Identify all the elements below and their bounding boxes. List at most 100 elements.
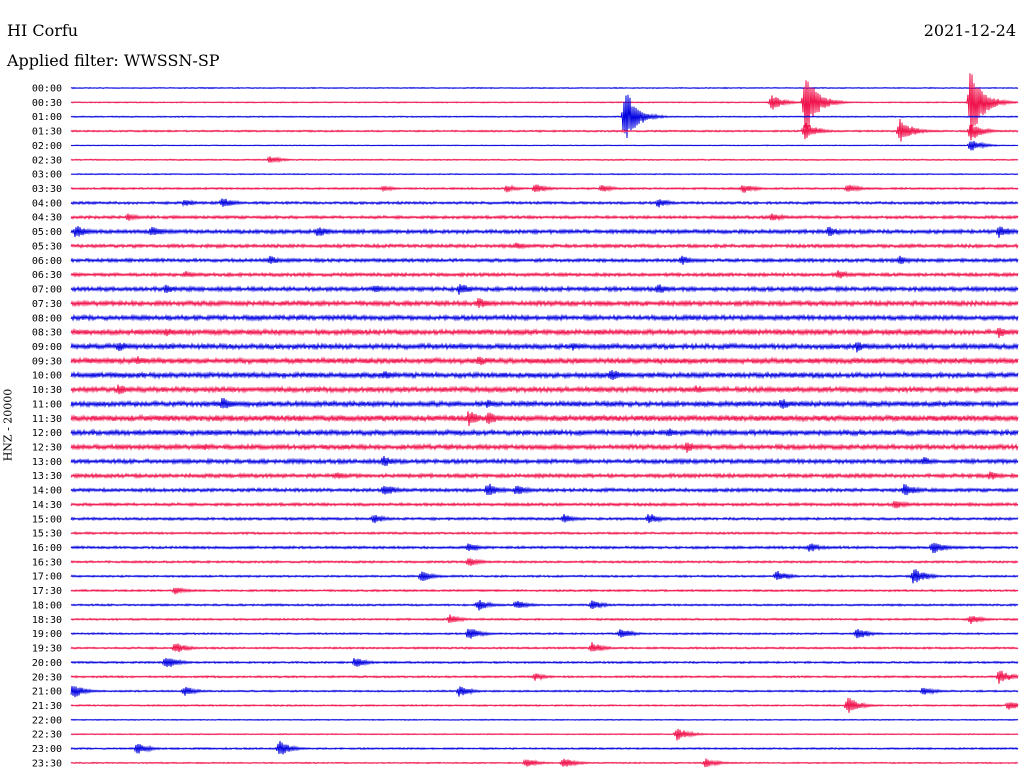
time-label: 02:30 bbox=[32, 155, 62, 166]
time-label: 06:00 bbox=[32, 256, 62, 267]
trace-line bbox=[70, 558, 1019, 566]
trace-line bbox=[70, 686, 1019, 698]
time-label: 03:00 bbox=[32, 170, 62, 181]
time-label: 02:00 bbox=[32, 141, 62, 152]
trace-line bbox=[70, 455, 1019, 467]
trace-line bbox=[70, 213, 1019, 222]
time-label: 10:30 bbox=[32, 385, 62, 396]
trace-line bbox=[70, 398, 1019, 409]
time-label: 15:30 bbox=[32, 529, 62, 540]
time-label: 23:30 bbox=[32, 758, 62, 769]
trace-line bbox=[70, 471, 1019, 480]
trace-line bbox=[70, 356, 1019, 366]
trace-line bbox=[70, 587, 1019, 595]
trace-line bbox=[70, 384, 1019, 395]
traces bbox=[70, 73, 1019, 768]
trace-line bbox=[70, 342, 1019, 353]
trace-line bbox=[70, 614, 1019, 624]
time-label: 21:30 bbox=[32, 701, 62, 712]
trace-line bbox=[70, 531, 1019, 536]
trace-line bbox=[70, 728, 1019, 741]
time-label: 05:30 bbox=[32, 242, 62, 253]
trace-line bbox=[70, 483, 1019, 496]
time-label: 12:30 bbox=[32, 443, 62, 454]
time-label: 19:00 bbox=[32, 629, 62, 640]
time-label: 16:30 bbox=[32, 557, 62, 568]
trace-line bbox=[70, 657, 1019, 667]
time-label: 17:00 bbox=[32, 572, 62, 583]
time-label: 23:00 bbox=[32, 744, 62, 755]
trace-line bbox=[70, 184, 1019, 193]
trace-line bbox=[70, 242, 1019, 250]
trace-line bbox=[70, 741, 1019, 755]
time-label: 17:30 bbox=[32, 586, 62, 597]
trace-line bbox=[70, 514, 1019, 524]
trace-line bbox=[70, 284, 1019, 295]
time-label: 04:00 bbox=[32, 198, 62, 209]
trace-line bbox=[70, 73, 1019, 134]
time-label: 16:00 bbox=[32, 543, 62, 554]
time-label: 07:00 bbox=[32, 285, 62, 296]
time-label: 00:30 bbox=[32, 98, 62, 109]
trace-line bbox=[70, 670, 1019, 684]
time-label: 21:00 bbox=[32, 687, 62, 698]
time-label: 12:00 bbox=[32, 428, 62, 439]
time-label: 22:30 bbox=[32, 730, 62, 741]
trace-line bbox=[70, 313, 1019, 322]
time-label: 00:00 bbox=[32, 84, 62, 95]
trace-line bbox=[70, 255, 1019, 265]
time-label: 18:30 bbox=[32, 615, 62, 626]
trace-line bbox=[70, 156, 1019, 164]
time-label: 20:00 bbox=[32, 658, 62, 669]
time-label: 15:00 bbox=[32, 514, 62, 525]
time-label: 13:30 bbox=[32, 471, 62, 482]
trace-line bbox=[70, 718, 1019, 722]
record-date: 2021-12-24 bbox=[923, 21, 1016, 40]
time-label: 22:00 bbox=[32, 715, 62, 726]
trace-line bbox=[70, 442, 1019, 453]
trace-line bbox=[70, 569, 1019, 584]
time-label: 07:30 bbox=[32, 299, 62, 310]
time-label: 09:30 bbox=[32, 356, 62, 367]
trace-line bbox=[70, 411, 1019, 427]
time-label: 11:30 bbox=[32, 414, 62, 425]
trace-line bbox=[70, 270, 1019, 279]
trace-line bbox=[70, 86, 1019, 90]
trace-line bbox=[70, 542, 1019, 553]
time-label: 11:00 bbox=[32, 399, 62, 410]
time-label: 13:00 bbox=[32, 457, 62, 468]
trace-line bbox=[70, 428, 1019, 437]
trace-line bbox=[70, 141, 1019, 151]
trace-line bbox=[70, 500, 1019, 509]
time-label: 19:30 bbox=[32, 644, 62, 655]
time-label: 01:30 bbox=[32, 127, 62, 138]
trace-line bbox=[70, 173, 1019, 176]
time-label: 05:00 bbox=[32, 227, 62, 238]
trace-line bbox=[70, 327, 1019, 339]
time-label: 04:30 bbox=[32, 213, 62, 224]
trace-line bbox=[70, 118, 1019, 142]
time-label: 01:00 bbox=[32, 112, 62, 123]
trace-line bbox=[70, 225, 1019, 238]
trace-line bbox=[70, 198, 1019, 208]
time-label: 06:30 bbox=[32, 270, 62, 281]
trace-line bbox=[70, 628, 1019, 639]
time-label: 08:00 bbox=[32, 313, 62, 324]
time-label: 18:00 bbox=[32, 601, 62, 612]
trace-line bbox=[70, 758, 1019, 768]
time-label: 14:00 bbox=[32, 486, 62, 497]
time-labels: 00:00 00:30 01:00 01:30 02:00 02:30 03:00 03:30… bbox=[32, 84, 62, 770]
trace-line bbox=[70, 600, 1019, 611]
time-label: 09:00 bbox=[32, 342, 62, 353]
trace-line bbox=[70, 697, 1019, 713]
station-title: HI Corfu bbox=[7, 21, 79, 40]
filter-label: Applied filter: WWSSN-SP bbox=[7, 51, 220, 70]
trace-line bbox=[70, 298, 1019, 308]
time-label: 03:30 bbox=[32, 184, 62, 195]
trace-line bbox=[70, 94, 1019, 139]
trace-line bbox=[70, 370, 1019, 381]
time-label: 10:00 bbox=[32, 371, 62, 382]
time-label: 20:30 bbox=[32, 672, 62, 683]
time-label: 08:30 bbox=[32, 328, 62, 339]
